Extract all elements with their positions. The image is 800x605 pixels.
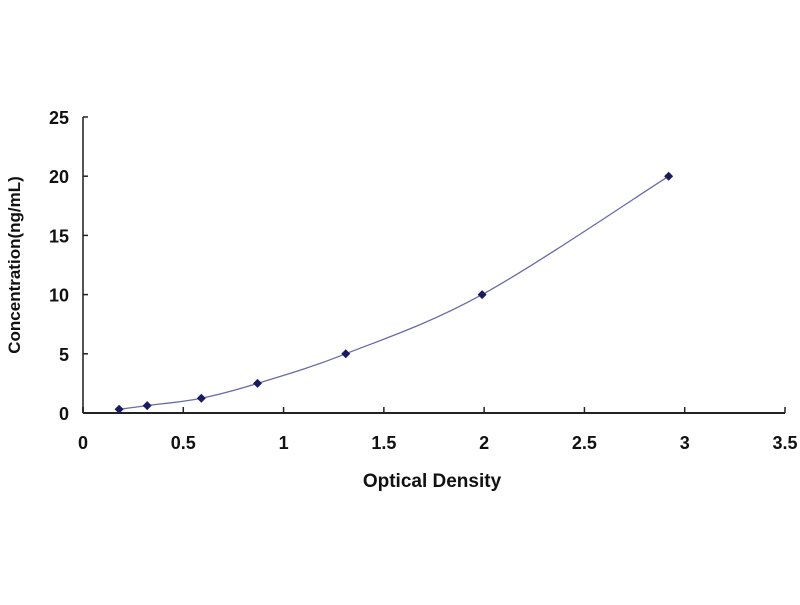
x-tick-label: 1 <box>279 433 289 453</box>
y-tick-label: 15 <box>49 226 69 246</box>
data-point <box>341 349 351 359</box>
x-tick-label: 2 <box>479 433 489 453</box>
y-tick-label: 10 <box>49 286 69 306</box>
y-tick-label: 20 <box>49 167 69 187</box>
y-axis-label: Concentration(ng/mL) <box>5 176 24 354</box>
x-axis-label: Optical Density <box>363 471 502 492</box>
x-tick-label: 3 <box>680 433 690 453</box>
x-tick-label: 1.5 <box>371 433 396 453</box>
fit-curve-line <box>119 175 670 410</box>
data-point <box>252 378 262 388</box>
fit-curve <box>119 175 670 410</box>
x-tick-label: 0 <box>78 433 88 453</box>
x-tick-label: 0.5 <box>171 433 196 453</box>
y-tick-label: 5 <box>59 345 69 365</box>
x-tick-label: 3.5 <box>772 433 797 453</box>
data-point <box>142 401 152 411</box>
x-tick-label: 2.5 <box>572 433 597 453</box>
data-point <box>664 171 674 181</box>
data-point <box>114 404 124 414</box>
data-points <box>114 171 674 414</box>
y-tick-label: 0 <box>59 404 69 424</box>
data-point <box>196 393 206 403</box>
y-tick-label: 25 <box>49 108 69 128</box>
axes: 0 0.5 1 1.5 2 2.5 3 3.5 0 5 10 15 20 25 <box>49 108 798 453</box>
data-point <box>477 290 487 300</box>
